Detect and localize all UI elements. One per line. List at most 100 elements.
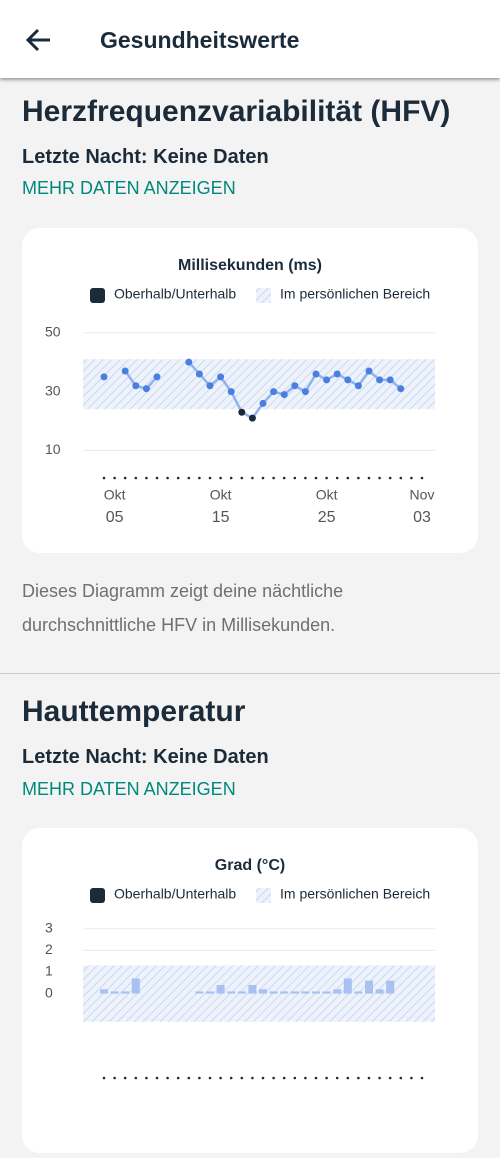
x-tick-month: Okt bbox=[316, 487, 338, 503]
description: Dieses Diagramm zeigt deine nächtliche d… bbox=[22, 581, 344, 635]
x-tick-dot bbox=[145, 1076, 148, 1080]
x-tick-dot bbox=[166, 1076, 169, 1080]
x-tick-dot bbox=[272, 1076, 275, 1080]
x-tick-dot bbox=[335, 476, 339, 480]
x-tick-dot bbox=[325, 1076, 328, 1080]
y-tick-label: 10 bbox=[45, 441, 61, 457]
bar bbox=[121, 991, 130, 994]
legend-label: Im persönlichen Bereich bbox=[280, 286, 430, 302]
point bbox=[386, 376, 394, 384]
point bbox=[270, 388, 278, 396]
x-tick-dot bbox=[102, 476, 106, 480]
x-tick-dot bbox=[388, 1076, 392, 1080]
point bbox=[333, 370, 341, 378]
legend-swatch bbox=[90, 288, 105, 303]
point bbox=[142, 385, 150, 393]
x-tick-day: 25 bbox=[318, 509, 336, 526]
point bbox=[344, 376, 352, 384]
chart-title: Millisekunden (ms) bbox=[178, 257, 322, 274]
x-tick-dot bbox=[155, 476, 159, 480]
x-tick-dot bbox=[378, 1076, 381, 1080]
x-tick-dot bbox=[187, 476, 191, 480]
x-tick-dot bbox=[240, 1076, 244, 1080]
x-tick-dot bbox=[346, 476, 350, 480]
more-link[interactable]: MEHR DATEN ANZEIGEN bbox=[22, 178, 236, 198]
x-tick-dot bbox=[282, 476, 286, 480]
x-tick-dot bbox=[198, 476, 201, 480]
legend-swatch bbox=[256, 288, 271, 303]
x-tick-dot bbox=[187, 1076, 191, 1080]
x-tick-dot bbox=[357, 1076, 360, 1080]
x-tick-dot bbox=[134, 1076, 138, 1080]
bar bbox=[248, 984, 257, 994]
point bbox=[280, 391, 288, 399]
x-tick-dot bbox=[304, 1076, 307, 1080]
x-tick-dot bbox=[420, 1076, 424, 1080]
x-tick-month: Okt bbox=[104, 487, 126, 503]
chart-card: Grad (°C) Oberhalb/Unterhalb Im persönlich… bbox=[22, 828, 478, 1153]
point bbox=[354, 382, 362, 390]
x-tick-dot bbox=[293, 1076, 297, 1080]
bar bbox=[206, 991, 214, 994]
x-tick-dot bbox=[134, 476, 138, 480]
bar bbox=[216, 984, 225, 994]
bar bbox=[375, 989, 384, 994]
point bbox=[323, 376, 331, 384]
chart-title: Grad (°C) bbox=[215, 857, 285, 874]
back-button[interactable] bbox=[24, 26, 52, 54]
x-tick-dot bbox=[261, 1076, 265, 1080]
y-tick-label: 2 bbox=[45, 941, 53, 957]
point bbox=[365, 367, 373, 375]
app-title: Gesundheitswerte bbox=[100, 27, 300, 53]
point bbox=[100, 373, 108, 381]
line bbox=[124, 370, 158, 391]
x-tick-dot bbox=[378, 476, 381, 480]
chart: Grad (°C) Oberhalb/Unterhalb Im persönlich… bbox=[45, 857, 435, 1080]
x-tick-dot bbox=[314, 476, 318, 480]
bar bbox=[312, 991, 320, 994]
x-tick-dot bbox=[399, 476, 403, 480]
y-tick-label: 30 bbox=[45, 382, 61, 398]
personal-range bbox=[83, 359, 435, 410]
x-tick-day: 15 bbox=[212, 509, 230, 526]
x-tick-dot bbox=[304, 476, 307, 480]
section-title: Herzfrequenzvariabilität (HFV) bbox=[22, 95, 451, 128]
status: Letzte Nacht: Keine Daten bbox=[22, 746, 269, 768]
more-link[interactable]: MEHR DATEN ANZEIGEN bbox=[22, 779, 236, 799]
x-tick-dot bbox=[123, 1076, 127, 1080]
x-tick-dot bbox=[388, 476, 392, 480]
x-tick-dot bbox=[357, 476, 360, 480]
status: Letzte Nacht: Keine Daten bbox=[22, 146, 269, 168]
legend-swatch bbox=[256, 888, 271, 903]
point bbox=[259, 399, 267, 407]
x-tick-dot bbox=[367, 1076, 371, 1080]
bar bbox=[280, 991, 289, 994]
x-tick-dot bbox=[155, 1076, 159, 1080]
x-tick-dot bbox=[166, 476, 169, 480]
x-tick-dot bbox=[335, 1076, 339, 1080]
x-tick-month: Okt bbox=[210, 487, 232, 503]
x-tick-dot bbox=[198, 1076, 201, 1080]
bar bbox=[259, 989, 267, 994]
bar bbox=[269, 991, 278, 994]
x-tick-day: 03 bbox=[413, 509, 431, 526]
x-tick-dot bbox=[208, 1076, 212, 1080]
bar bbox=[322, 991, 331, 994]
x-tick-dot bbox=[113, 476, 116, 480]
bar bbox=[227, 991, 236, 994]
point bbox=[217, 373, 225, 381]
x-tick-dot bbox=[208, 476, 212, 480]
point bbox=[312, 370, 320, 378]
legend-label: Im persönlichen Bereich bbox=[280, 886, 430, 902]
point bbox=[132, 382, 140, 390]
y-tick-label: 50 bbox=[45, 323, 61, 339]
point bbox=[248, 414, 256, 422]
x-tick-dot bbox=[314, 1076, 318, 1080]
x-tick-dot bbox=[261, 476, 265, 480]
x-tick-dot bbox=[229, 1076, 233, 1080]
bar bbox=[195, 991, 204, 994]
point bbox=[238, 408, 246, 416]
x-tick-dot bbox=[420, 476, 424, 480]
legend-label: Oberhalb/Unterhalb bbox=[114, 886, 236, 902]
